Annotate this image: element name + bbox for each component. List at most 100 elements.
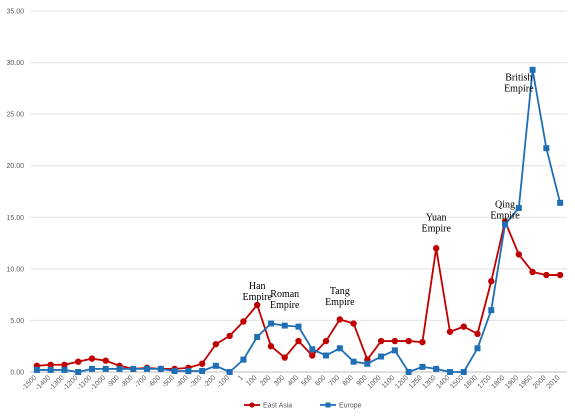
y-axis: 0.00 5.00 10.00 15.00 20.00 25.00 30.00 35.00 bbox=[6, 9, 24, 377]
data-point-east-asia bbox=[322, 337, 330, 345]
annotation-label: Empire bbox=[504, 83, 534, 94]
x-tick-label: 600 bbox=[314, 374, 327, 387]
data-point-europe bbox=[488, 307, 495, 314]
x-tick-label: -400 bbox=[175, 374, 190, 389]
x-tick-label: -800 bbox=[120, 374, 135, 389]
x-tick-label: -500 bbox=[161, 374, 176, 389]
data-point-east-asia bbox=[267, 343, 275, 350]
annotation-label: Han bbox=[249, 281, 266, 292]
data-point-europe bbox=[116, 365, 123, 372]
data-point-europe bbox=[281, 322, 288, 329]
data-point-europe bbox=[378, 353, 385, 360]
data-point-east-asia bbox=[226, 332, 233, 340]
data-point-east-asia bbox=[74, 358, 82, 365]
y-tick-label: 25.00 bbox=[6, 112, 24, 119]
data-point-east-asia bbox=[295, 337, 302, 345]
data-point-east-asia bbox=[102, 357, 109, 364]
y-tick-label: 5.00 bbox=[10, 318, 24, 325]
data-point-europe bbox=[295, 323, 302, 330]
x-tick-label: 2010 bbox=[546, 374, 562, 390]
x-tick-label: 700 bbox=[328, 374, 341, 387]
legend-label-east-asia: East Asia bbox=[263, 403, 292, 410]
data-point-europe bbox=[336, 345, 343, 352]
x-tick-label: 1500 bbox=[449, 374, 465, 390]
x-tick-label: 200 bbox=[259, 374, 272, 387]
data-point-east-asia bbox=[405, 337, 412, 345]
data-point-east-asia bbox=[240, 318, 247, 325]
annotation-label: Empire bbox=[270, 300, 300, 311]
x-tick-label: 1900 bbox=[504, 374, 520, 390]
data-point-east-asia bbox=[212, 340, 220, 348]
y-tick-label: 30.00 bbox=[6, 60, 24, 67]
data-point-east-asia bbox=[419, 338, 426, 346]
data-point-europe bbox=[144, 365, 151, 372]
data-point-east-asia bbox=[47, 361, 54, 368]
data-point-east-asia bbox=[377, 337, 385, 345]
annotation-label: Empire bbox=[242, 292, 272, 303]
x-tick-label: 400 bbox=[287, 374, 300, 387]
x-tick-label: 1 bbox=[237, 374, 245, 382]
data-point-east-asia bbox=[309, 352, 316, 359]
data-point-europe bbox=[130, 365, 137, 372]
data-point-europe bbox=[267, 320, 274, 327]
data-point-east-asia bbox=[88, 355, 96, 362]
data-point-europe bbox=[405, 369, 412, 375]
x-tick-label: -300 bbox=[189, 374, 204, 389]
data-point-east-asia bbox=[336, 316, 344, 323]
annotation-label: Empire bbox=[325, 297, 355, 308]
data-point-europe bbox=[515, 205, 522, 212]
legend-marker-east-asia bbox=[249, 402, 255, 408]
data-point-europe bbox=[460, 369, 467, 375]
data-point-europe bbox=[391, 347, 398, 354]
legend-marker-europe bbox=[325, 402, 331, 408]
data-point-east-asia bbox=[460, 323, 467, 330]
data-point-east-asia bbox=[543, 271, 550, 279]
annotation-label: Roman bbox=[270, 289, 299, 300]
y-tick-label: 35.00 bbox=[6, 9, 24, 16]
data-point-europe bbox=[75, 369, 82, 375]
data-point-europe bbox=[323, 352, 330, 359]
x-tick-label: -200 bbox=[202, 374, 217, 389]
annotation-label: Qing bbox=[495, 199, 515, 210]
data-point-east-asia bbox=[474, 330, 481, 338]
series-group bbox=[33, 66, 564, 375]
x-tick-label: 1100 bbox=[381, 374, 397, 390]
data-point-europe bbox=[364, 360, 371, 367]
data-point-europe bbox=[185, 367, 192, 374]
annotations: HanEmpireRomanEmpireTangEmpireYuanEmpire… bbox=[242, 72, 534, 311]
x-tick-label: 1200 bbox=[394, 374, 410, 390]
data-point-east-asia bbox=[556, 271, 564, 279]
x-tick-label: -1200 bbox=[62, 374, 80, 392]
x-tick-label: 1700 bbox=[477, 374, 493, 390]
data-point-east-asia bbox=[446, 328, 454, 335]
annotation-label: Empire bbox=[421, 224, 451, 235]
x-tick-label: 2000 bbox=[532, 374, 548, 390]
y-tick-label: 15.00 bbox=[6, 215, 24, 222]
annotation-label: Empire bbox=[490, 210, 520, 221]
x-tick-label: 100 bbox=[245, 374, 258, 387]
data-point-europe bbox=[47, 366, 54, 373]
data-point-europe bbox=[474, 345, 481, 352]
legend-label-europe: Europe bbox=[339, 403, 362, 410]
x-axis: -1500-1400-1300-1200-1100-1000-900-800-7… bbox=[21, 374, 562, 392]
data-point-europe bbox=[557, 199, 564, 206]
data-point-east-asia bbox=[432, 245, 440, 252]
data-point-east-asia bbox=[61, 361, 68, 368]
data-point-europe bbox=[88, 365, 95, 372]
data-point-europe bbox=[157, 365, 164, 372]
data-point-europe bbox=[199, 367, 206, 374]
x-tick-label: -100 bbox=[216, 374, 231, 389]
data-point-east-asia bbox=[253, 301, 261, 309]
data-point-europe bbox=[102, 365, 109, 372]
x-tick-label: 1800 bbox=[490, 374, 506, 390]
x-tick-label: 300 bbox=[273, 374, 286, 387]
x-tick-label: 1300 bbox=[422, 374, 438, 390]
data-point-east-asia bbox=[198, 360, 206, 367]
data-point-europe bbox=[254, 333, 261, 340]
legend: East Asia Europe bbox=[244, 402, 362, 410]
data-point-europe bbox=[433, 365, 440, 372]
x-tick-label: 500 bbox=[300, 374, 313, 387]
x-tick-label: 1000 bbox=[367, 374, 383, 390]
data-point-europe bbox=[446, 369, 453, 375]
